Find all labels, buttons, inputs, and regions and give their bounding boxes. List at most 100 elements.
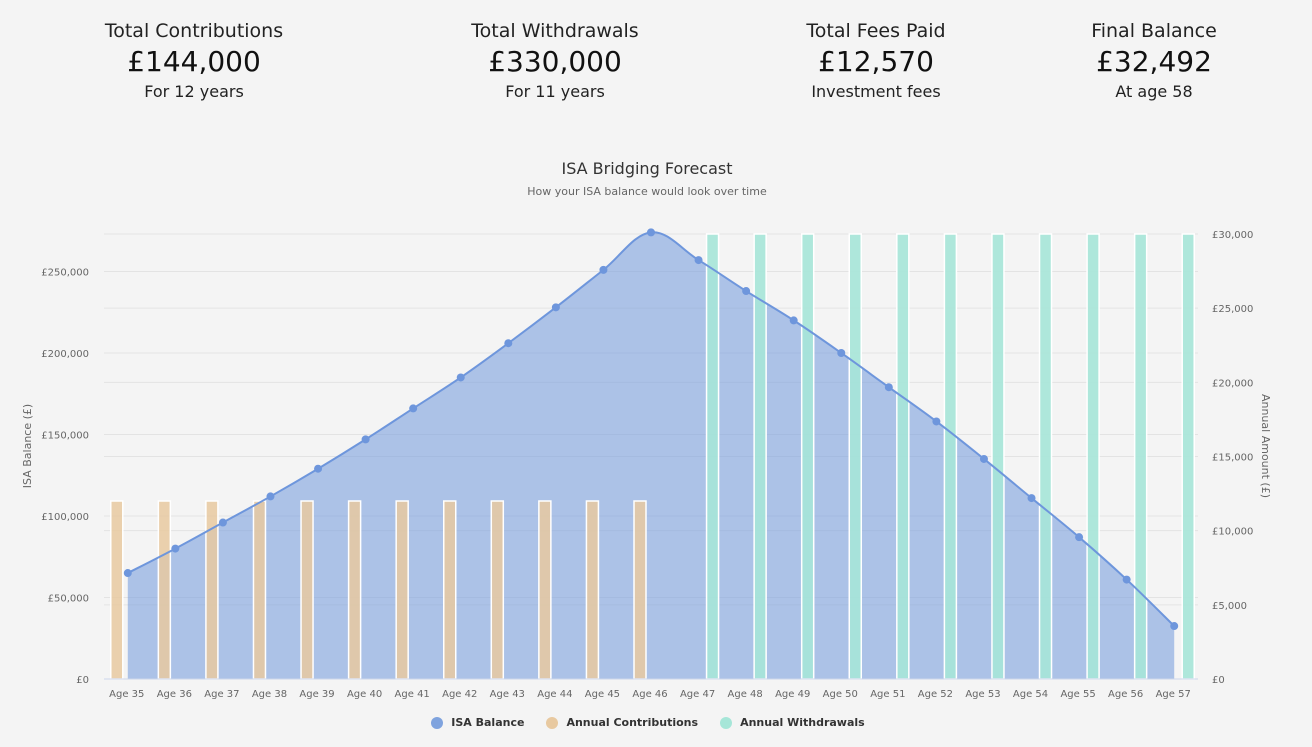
withdrawal-bar[interactable] [943,233,958,680]
legend-label: Annual Withdrawals [740,716,865,729]
isa-balance-point[interactable] [314,464,323,473]
legend-dot-icon [431,716,444,729]
y-tick-label: £0 [76,675,89,686]
contribution-bar[interactable] [633,500,647,680]
y2-tick-label: £5,000 [1212,601,1247,612]
isa-balance-point[interactable] [171,544,180,553]
contribution-bar[interactable] [538,500,552,680]
withdrawal-bar[interactable] [1133,233,1148,680]
isa-balance-point[interactable] [694,256,703,265]
x-tick-label: Age 53 [965,689,1000,700]
x-tick-label: Age 43 [490,689,525,700]
isa-balance-point[interactable] [361,435,370,444]
x-tick-label: Age 37 [204,689,239,700]
x-tick-label: Age 45 [585,689,620,700]
x-tick-label: Age 47 [680,689,715,700]
y-tick-label: £200,000 [41,349,89,360]
x-tick-label: Age 54 [1013,689,1048,700]
isa-balance-point[interactable] [409,404,418,413]
isa-balance-point[interactable] [456,373,465,382]
stat-final-balance: Final Balance £32,492 At age 58 [1024,18,1284,104]
isa-balance-point[interactable] [123,569,132,578]
isa-balance-point[interactable] [1075,533,1084,542]
x-tick-label: Age 52 [918,689,953,700]
contribution-bar[interactable] [300,500,314,680]
y2-tick-label: £20,000 [1212,378,1253,389]
y-tick-label: £150,000 [41,430,89,441]
x-tick-label: Age 42 [442,689,477,700]
withdrawal-bar[interactable] [848,233,863,680]
stat-sub: At age 58 [1115,82,1193,101]
x-tick-label: Age 40 [347,689,382,700]
contribution-bar[interactable] [490,500,505,680]
y2-axis-title: Annual Amount (£) [1259,394,1272,498]
isa-balance-point[interactable] [504,339,513,348]
isa-balance-point[interactable] [1122,575,1131,584]
isa-balance-point[interactable] [647,228,655,237]
withdrawal-bar[interactable] [1086,233,1100,680]
isa-balance-point[interactable] [979,454,988,463]
stat-label: Total Contributions [104,20,284,42]
stat-value: £32,492 [1096,45,1212,78]
x-tick-label: Age 36 [157,689,192,700]
x-tick-label: Age 51 [870,689,905,700]
x-tick-label: Age 46 [632,689,667,700]
isa-balance-point[interactable] [742,287,751,296]
y2-tick-label: £25,000 [1212,304,1253,315]
isa-balance-point[interactable] [884,383,893,392]
isa-balance-point[interactable] [218,518,227,527]
y2-tick-label: £30,000 [1212,230,1253,241]
stat-value: £330,000 [488,45,622,78]
contribution-bar[interactable] [110,500,124,680]
x-tick-label: Age 35 [109,689,144,700]
y2-tick-label: £0 [1212,675,1225,686]
x-tick-label: Age 55 [1060,689,1095,700]
withdrawal-bar[interactable] [705,233,720,680]
y-tick-label: £250,000 [41,267,89,278]
chart-title: ISA Bridging Forecast [561,159,733,178]
isa-balance-point[interactable] [932,417,941,426]
stat-label: Total Fees Paid [806,20,946,42]
isa-balance-point[interactable] [599,265,608,274]
isa-balance-point[interactable] [789,316,798,325]
x-tick-label: Age 48 [728,689,763,700]
x-tick-label: Age 57 [1156,689,1191,700]
legend-item-annual-contributions[interactable]: Annual Contributions [546,716,698,729]
withdrawal-bar[interactable] [896,233,910,680]
legend-item-annual-withdrawals[interactable]: Annual Withdrawals [720,716,865,729]
contribution-bar[interactable] [252,500,267,680]
isa-balance-point[interactable] [551,303,560,312]
chart-legend: ISA Balance Annual Contributions Annual … [0,716,1296,729]
x-tick-label: Age 41 [395,689,430,700]
y-axis-title: ISA Balance (£) [21,404,34,488]
stat-label: Total Withdrawals [471,20,639,42]
isa-balance-point[interactable] [1170,622,1179,631]
isa-balance-point[interactable] [837,348,846,357]
stat-total-withdrawals: Total Withdrawals £330,000 For 11 years [425,18,685,104]
legend-label: Annual Contributions [566,716,699,729]
x-tick-label: Age 50 [823,689,858,700]
stat-total-contributions: Total Contributions £144,000 For 12 year… [64,18,324,104]
contribution-bar[interactable] [585,500,600,680]
isa-balance-area [127,232,1175,679]
isa-balance-point[interactable] [266,492,275,501]
withdrawal-bar[interactable] [1038,233,1053,680]
x-tick-label: Age 49 [775,689,810,700]
contribution-bar[interactable] [442,500,457,680]
withdrawal-bar[interactable] [1181,233,1195,680]
withdrawal-bar[interactable] [800,233,815,680]
legend-item-isa-balance[interactable]: ISA Balance [431,716,524,729]
contribution-bar[interactable] [157,500,172,680]
x-tick-label: Age 38 [252,689,287,700]
isa-balance-point[interactable] [1027,494,1036,503]
y2-tick-label: £15,000 [1212,453,1253,464]
stat-value: £12,570 [818,45,934,78]
x-tick-label: Age 44 [537,689,572,700]
stat-sub: For 12 years [144,82,244,101]
withdrawal-bar[interactable] [991,233,1005,680]
stat-sub: Investment fees [811,82,941,101]
contribution-bar[interactable] [347,500,362,680]
legend-dot-icon [720,716,733,729]
contribution-bar[interactable] [395,500,409,680]
